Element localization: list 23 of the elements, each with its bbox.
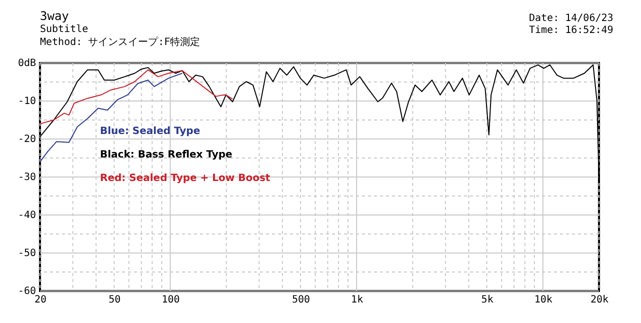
series-label: Blue: Sealed Type: [100, 126, 200, 137]
y-tick-label: -60: [18, 286, 36, 297]
text: Method: サインスイープ:F特測定: [40, 36, 200, 48]
y-tick-label: -10: [18, 96, 36, 107]
y-tick-label: 0dB: [18, 58, 36, 69]
x-tick-label: 500: [292, 294, 310, 306]
text: Date: 14/06/23: [529, 13, 614, 24]
x-tick-label: 20: [34, 294, 47, 306]
y-tick-label: -50: [18, 248, 36, 259]
y-tick-label: -40: [18, 210, 36, 221]
chart-subtitle: Subtitle: [40, 24, 88, 35]
x-tick-label: 50: [108, 294, 121, 306]
chart-title: 3way: [40, 9, 69, 23]
x-tick-label: 10k: [534, 294, 552, 306]
y-tick-label: -20: [18, 134, 36, 145]
x-tick-label: 1k: [351, 294, 364, 306]
text: Red: Sealed Type + Low Boost: [100, 173, 270, 184]
x-tick-label: 20k: [590, 294, 609, 306]
text: Black: Bass Reflex Type: [100, 150, 233, 160]
text: Time: 16:52:49: [529, 25, 614, 36]
x-tick-label: 5k: [481, 294, 494, 306]
x-tick-label: 100: [162, 294, 180, 306]
y-tick-label: -30: [18, 172, 36, 183]
